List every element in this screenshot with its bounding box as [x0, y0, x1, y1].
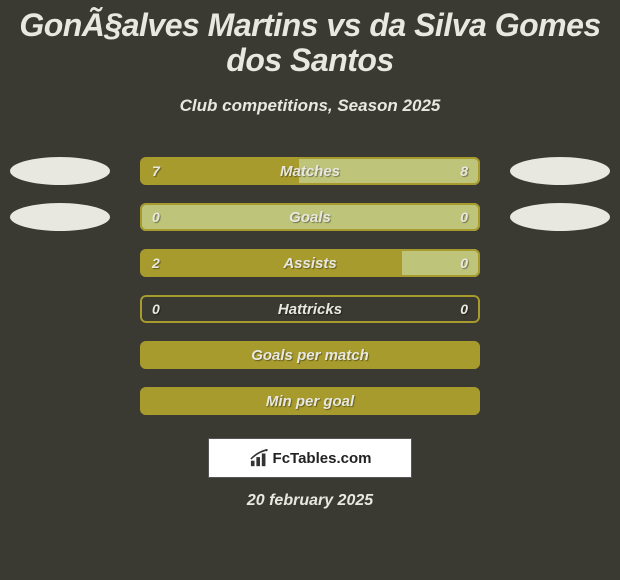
date-text: 20 february 2025: [0, 492, 620, 510]
stat-label: Goals per match: [140, 341, 480, 369]
chart-icon: [249, 448, 271, 468]
stat-label: Hattricks: [140, 295, 480, 323]
stat-row: 00Hattricks: [0, 286, 620, 332]
footer-branding: FcTables.com: [208, 438, 412, 478]
stat-label: Assists: [140, 249, 480, 277]
stat-bar: 20Assists: [140, 249, 480, 277]
stat-row: 00Goals: [0, 194, 620, 240]
stat-bar: 00Goals: [140, 203, 480, 231]
stat-bar: 78Matches: [140, 157, 480, 185]
player-ellipse-right: [510, 203, 610, 231]
subtitle: Club competitions, Season 2025: [0, 96, 620, 116]
stat-bar: Min per goal: [140, 387, 480, 415]
player-ellipse-left: [10, 157, 110, 185]
stat-row: 78Matches: [0, 148, 620, 194]
stat-rows: 78Matches 00Goals 20Assists 00Hattricks Goal…: [0, 148, 620, 424]
stat-row: Goals per match: [0, 332, 620, 378]
player-ellipse-left: [10, 203, 110, 231]
stat-row: 20Assists: [0, 240, 620, 286]
page-title: GonÃ§alves Martins vs da Silva Gomes dos…: [0, 0, 620, 78]
stat-bar: Goals per match: [140, 341, 480, 369]
footer-brand-text: FcTables.com: [273, 450, 372, 467]
stat-label: Goals: [140, 203, 480, 231]
stat-bar: 00Hattricks: [140, 295, 480, 323]
stat-row: Min per goal: [0, 378, 620, 424]
stat-label: Min per goal: [140, 387, 480, 415]
stat-label: Matches: [140, 157, 480, 185]
player-ellipse-right: [510, 157, 610, 185]
